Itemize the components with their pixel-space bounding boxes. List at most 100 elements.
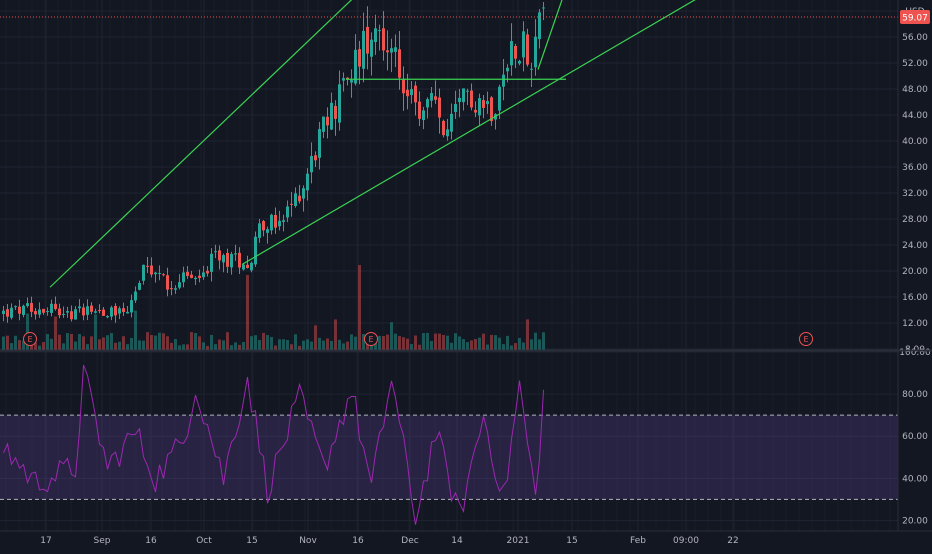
candle-body xyxy=(34,311,37,315)
volume-bar xyxy=(354,336,357,350)
volume-bars xyxy=(2,265,545,350)
candle-body xyxy=(326,116,329,126)
volume-bar xyxy=(486,344,489,350)
volume-bar xyxy=(466,342,469,350)
candle-body xyxy=(102,309,105,316)
volume-bar xyxy=(210,334,213,350)
volume-bar xyxy=(50,338,53,350)
candle-body xyxy=(46,311,49,313)
volume-bar xyxy=(434,333,437,350)
last-price-label: 59.07 xyxy=(902,14,928,24)
time-tick-label: Nov xyxy=(299,536,317,546)
candle-body xyxy=(234,253,237,255)
trendlines[interactable] xyxy=(49,0,698,288)
volume-bar xyxy=(166,336,169,350)
earnings-marker-icon[interactable] xyxy=(799,332,813,346)
candle-body xyxy=(238,252,241,268)
candle-body xyxy=(114,305,117,316)
time-axis[interactable]: 17 Sep 16 Oct 15 Nov 16 Dec 14 2021 15 Feb 09:00 22 xyxy=(40,536,738,546)
volume-bar xyxy=(490,334,493,350)
candle-body xyxy=(358,49,361,67)
trendline-projection-arrow[interactable] xyxy=(537,0,566,70)
candle-body xyxy=(430,93,433,101)
volume-bar xyxy=(22,340,25,350)
volume-bar xyxy=(522,342,525,350)
candle-body xyxy=(98,310,101,312)
volume-bar xyxy=(106,335,109,350)
volume-bar xyxy=(318,337,321,350)
volume-bar xyxy=(418,344,421,350)
candle-body xyxy=(298,195,301,202)
candle-body xyxy=(522,31,525,58)
candle-body xyxy=(498,86,501,111)
candle-body xyxy=(438,97,441,118)
volume-bar xyxy=(178,345,181,350)
candle-body xyxy=(162,274,165,276)
candle-body xyxy=(398,49,401,78)
volume-bar xyxy=(494,335,497,350)
candle-body xyxy=(106,316,109,318)
candle-body xyxy=(202,272,205,278)
volume-bar xyxy=(246,275,249,350)
candle-body xyxy=(250,262,253,271)
time-tick-label: 2021 xyxy=(507,536,530,546)
candle-body xyxy=(210,253,213,272)
volume-bar xyxy=(438,333,441,350)
candle-body xyxy=(466,90,469,92)
volume-bar xyxy=(286,339,289,350)
earnings-marker-label: E xyxy=(368,335,373,344)
candle-body xyxy=(366,26,369,54)
candle-body xyxy=(314,155,317,161)
volume-bar xyxy=(542,332,545,350)
price-tick-label: 12.00 xyxy=(902,319,928,329)
volume-bar xyxy=(150,335,153,350)
candle-body xyxy=(318,129,321,158)
volume-bar xyxy=(158,332,161,350)
candle-body xyxy=(338,84,341,123)
candle-body xyxy=(30,303,33,312)
candle-body xyxy=(258,223,261,238)
volume-bar xyxy=(214,344,217,350)
volume-bar xyxy=(322,340,325,350)
volume-bar xyxy=(474,338,477,350)
volume-bar xyxy=(54,316,57,350)
price-tick-label: 40.00 xyxy=(902,137,928,147)
trendline-lower-channel[interactable] xyxy=(241,0,698,266)
candle-body xyxy=(134,291,137,301)
volume-bar xyxy=(26,313,29,350)
earnings-marker-icon[interactable] xyxy=(364,332,378,346)
price-tick-label: 52.00 xyxy=(902,59,928,69)
candle-body xyxy=(490,97,493,122)
candle-body xyxy=(270,214,273,231)
rsi-tick-label: 20.00 xyxy=(902,516,928,526)
volume-bar xyxy=(414,335,417,350)
volume-bar xyxy=(94,314,97,350)
earnings-marker-icon[interactable] xyxy=(23,332,37,346)
candle-body xyxy=(170,288,173,290)
volume-bar xyxy=(90,336,93,350)
volume-bar xyxy=(98,339,101,350)
candle-body xyxy=(70,311,73,320)
volume-bar xyxy=(78,333,81,350)
candle-body xyxy=(506,67,509,72)
volume-bar xyxy=(222,340,225,350)
candle-body xyxy=(534,36,537,68)
candle-body xyxy=(470,90,473,108)
candle-body xyxy=(526,34,529,65)
volume-bar xyxy=(34,342,37,350)
candle-body xyxy=(306,173,309,191)
volume-bar xyxy=(454,333,457,350)
price-tick-label: 24.00 xyxy=(902,241,928,251)
time-tick-label: 14 xyxy=(451,536,463,546)
trendline-upper-channel[interactable] xyxy=(49,0,442,288)
price-axis[interactable] xyxy=(898,0,932,550)
candle-body xyxy=(190,274,193,278)
volume-bar xyxy=(198,336,201,350)
volume-bar xyxy=(458,336,461,350)
volume-bar xyxy=(162,333,165,350)
volume-bar xyxy=(450,342,453,350)
volume-bar xyxy=(242,342,245,350)
candle-body xyxy=(370,39,373,57)
